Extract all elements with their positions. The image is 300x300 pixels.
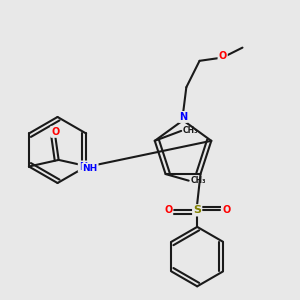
Text: S: S (193, 206, 201, 215)
Text: O: O (164, 206, 172, 215)
Text: CH₃: CH₃ (183, 126, 198, 135)
Text: O: O (51, 127, 59, 137)
Text: CH₃: CH₃ (190, 176, 206, 185)
Text: NH: NH (82, 164, 98, 173)
Text: O: O (218, 51, 227, 61)
Text: N: N (179, 112, 187, 122)
Text: O: O (222, 206, 230, 215)
Text: N: N (79, 161, 87, 172)
